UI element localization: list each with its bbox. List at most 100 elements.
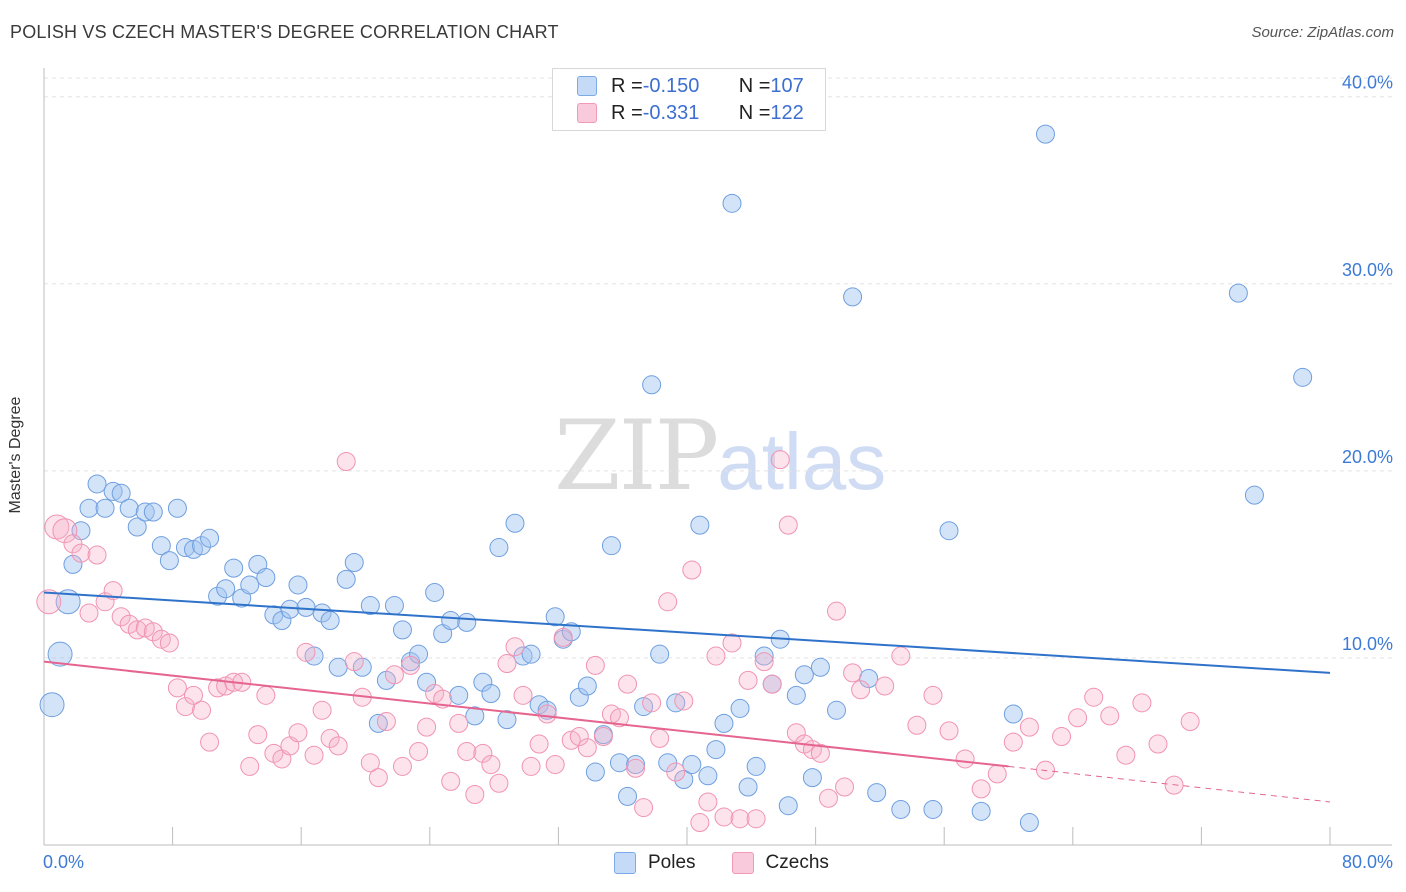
czechs-point (505, 637, 525, 657)
poles-point (714, 713, 734, 733)
poles-point (754, 646, 774, 666)
legend-n-label: N = (738, 101, 771, 124)
poles-point (722, 193, 742, 213)
legend-row-poles: R = -0.150 N = 107 (577, 74, 804, 98)
poles-point (312, 603, 332, 623)
czechs-point (320, 728, 340, 748)
legend-r-value: -0.150 (642, 74, 700, 97)
chart-title: POLISH VS CZECH MASTER'S DEGREE CORRELAT… (10, 22, 559, 42)
czechs-point (577, 738, 597, 758)
czechs-point (545, 755, 565, 775)
czechs-point (987, 764, 1007, 784)
poles-point (1019, 813, 1039, 833)
czechs-point (36, 589, 62, 615)
czechs-point (328, 736, 348, 756)
poles-point (843, 287, 863, 307)
poles-point (87, 474, 107, 494)
poles-point (384, 596, 404, 616)
czechs-point (698, 792, 718, 812)
poles-point (690, 515, 710, 535)
czechs-point (714, 807, 734, 827)
poles-point (159, 551, 179, 571)
poles-point (39, 692, 65, 718)
poles-point (425, 582, 445, 602)
czechs-point (401, 655, 421, 675)
czechs-point (392, 756, 412, 776)
poles-point (505, 513, 525, 533)
poles-point (409, 644, 429, 664)
poles-point (730, 698, 750, 718)
czechs-point (722, 633, 742, 653)
source-label: Source: ZipAtlas.com (1251, 24, 1394, 41)
czechs-point (826, 601, 846, 621)
y-tick-label: 40.0% (1342, 73, 1393, 93)
poles-point (457, 612, 477, 632)
legend-swatch-czechs (577, 103, 597, 123)
czechs-point (626, 758, 646, 778)
czechs-point (835, 777, 855, 797)
poles-point (577, 676, 597, 696)
czechs-point (441, 771, 461, 791)
poles-trend-line (43, 591, 1331, 674)
czechs-point (336, 452, 356, 471)
legend-n-label: N = (738, 74, 771, 97)
czechs-point (754, 652, 774, 672)
czechs-point (103, 581, 123, 601)
y-tick-label: 20.0% (1342, 447, 1393, 467)
poles-point (344, 553, 364, 573)
czechs-point (1132, 693, 1152, 713)
czechs-point (457, 741, 477, 761)
poles-point (441, 611, 461, 631)
czechs-point (497, 654, 517, 674)
czechs-point (79, 603, 99, 623)
series-legend: Poles Czechs (614, 852, 865, 874)
czechs-point (1068, 708, 1088, 728)
poles-point (95, 498, 115, 518)
czechs-point (248, 725, 268, 745)
czechs-point (1180, 712, 1200, 732)
poles-point (328, 657, 348, 677)
poles-point (650, 644, 670, 664)
poles-point (778, 796, 798, 816)
czechs-point (1052, 726, 1072, 746)
series-swatch-czechs (731, 852, 754, 874)
poles-point (175, 538, 195, 558)
czechs-point (368, 768, 388, 788)
poles-point (939, 521, 959, 541)
czechs-point (473, 743, 493, 763)
series-legend-czechs[interactable]: Czechs (731, 852, 829, 874)
czechs-point (569, 726, 589, 746)
legend-r-label: R = (611, 101, 643, 124)
czechs-point (71, 543, 91, 563)
poles-point (1293, 367, 1313, 387)
czechs-point (143, 622, 163, 642)
series-swatch-poles (614, 852, 636, 874)
czechs-point (240, 756, 260, 776)
czechs-point (1116, 745, 1136, 765)
legend-r-value: -0.331 (642, 101, 700, 124)
poles-point (103, 481, 123, 501)
poles-point (682, 755, 702, 775)
poles-point (449, 685, 469, 705)
czechs-point (183, 685, 203, 705)
czechs-point (192, 700, 212, 720)
poles-point (1003, 704, 1023, 724)
czechs-point (690, 813, 710, 833)
czechs-point (971, 779, 991, 799)
poles-point (618, 786, 638, 806)
czechs-point (1019, 717, 1039, 737)
czechs-point (634, 798, 654, 818)
poles-point (923, 799, 943, 819)
czechs-point (513, 685, 533, 705)
series-label-poles: Poles (648, 852, 696, 873)
czechs-point (288, 723, 308, 743)
poles-point (794, 665, 814, 685)
poles-point (216, 579, 236, 599)
czechs-point (746, 809, 766, 829)
czechs-point (923, 685, 943, 705)
poles-point (810, 657, 830, 677)
series-legend-poles[interactable]: Poles (614, 852, 696, 874)
czechs-point (682, 560, 702, 580)
poles-point (111, 483, 131, 503)
poles-point (521, 644, 541, 664)
